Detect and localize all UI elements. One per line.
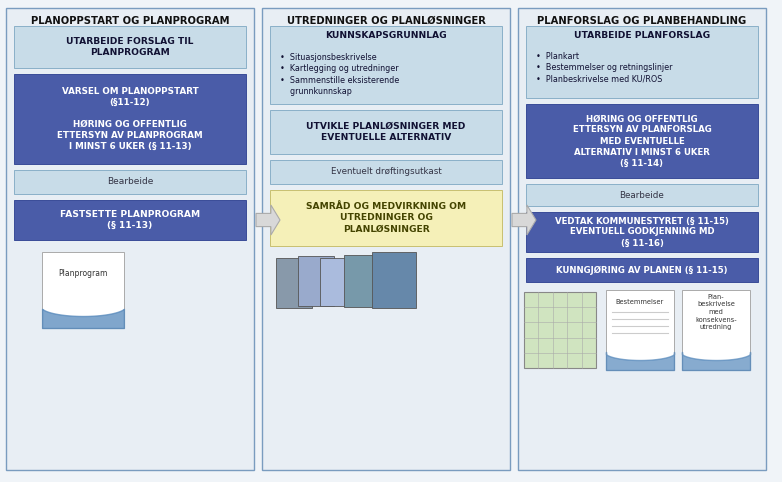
FancyBboxPatch shape	[344, 255, 382, 307]
Text: •  Situasjonsbeskrivelse
•  Kartlegging og utredninger
•  Sammenstille eksistere: • Situasjonsbeskrivelse • Kartlegging og…	[280, 53, 400, 96]
Text: Planprogram: Planprogram	[59, 269, 108, 279]
FancyBboxPatch shape	[298, 256, 334, 306]
Text: UTVIKLE PLANLØSNINGER MED
EVENTUELLE ALTERNATIV: UTVIKLE PLANLØSNINGER MED EVENTUELLE ALT…	[307, 122, 466, 142]
FancyBboxPatch shape	[262, 8, 510, 470]
Text: VARSEL OM PLANOPPSTART
(§11-12)

HØRING OG OFFENTLIG
ETTERSYN AV PLANPROGRAM
I M: VARSEL OM PLANOPPSTART (§11-12) HØRING O…	[57, 87, 203, 151]
FancyBboxPatch shape	[682, 290, 750, 370]
FancyBboxPatch shape	[270, 160, 502, 184]
FancyBboxPatch shape	[270, 110, 502, 154]
Text: UTARBEIDE FORSLAG TIL
PLANPROGRAM: UTARBEIDE FORSLAG TIL PLANPROGRAM	[66, 37, 194, 57]
FancyBboxPatch shape	[14, 26, 246, 68]
Polygon shape	[256, 205, 280, 235]
FancyBboxPatch shape	[276, 258, 312, 308]
Text: VEDTAK KOMMUNESTYRET (§ 11-15)
EVENTUELL GODKJENNING MD
(§ 11-16): VEDTAK KOMMUNESTYRET (§ 11-15) EVENTUELL…	[555, 216, 729, 248]
FancyBboxPatch shape	[270, 26, 502, 104]
Text: UTARBEIDE PLANFORSLAG: UTARBEIDE PLANFORSLAG	[574, 31, 710, 40]
Text: UTREDNINGER OG PLANLØSNINGER: UTREDNINGER OG PLANLØSNINGER	[286, 16, 486, 26]
FancyBboxPatch shape	[6, 8, 254, 470]
FancyBboxPatch shape	[14, 170, 246, 194]
Text: Bearbeide: Bearbeide	[619, 190, 665, 200]
FancyBboxPatch shape	[526, 212, 758, 252]
Text: Eventuelt drøftingsutkast: Eventuelt drøftingsutkast	[331, 168, 441, 176]
Text: SAMRÅD OG MEDVIRKNING OM
UTREDNINGER OG
PLANLØSNINGER: SAMRÅD OG MEDVIRKNING OM UTREDNINGER OG …	[306, 202, 466, 234]
Text: Plan-
beskrivelse
med
konsekvens-
utredning: Plan- beskrivelse med konsekvens- utredn…	[695, 294, 737, 330]
Polygon shape	[512, 205, 536, 235]
Text: •  Plankart
•  Bestemmelser og retningslinjer
•  Planbeskrivelse med KU/ROS: • Plankart • Bestemmelser og retningslin…	[536, 52, 673, 84]
FancyBboxPatch shape	[372, 252, 416, 308]
FancyBboxPatch shape	[518, 8, 766, 470]
FancyBboxPatch shape	[526, 184, 758, 206]
FancyBboxPatch shape	[14, 200, 246, 240]
FancyBboxPatch shape	[14, 74, 246, 164]
FancyBboxPatch shape	[526, 26, 758, 98]
Text: KUNNGJØRING AV PLANEN (§ 11-15): KUNNGJØRING AV PLANEN (§ 11-15)	[556, 266, 728, 275]
FancyBboxPatch shape	[320, 258, 356, 306]
FancyBboxPatch shape	[526, 104, 758, 178]
Text: KUNNSKAPSGRUNNLAG: KUNNSKAPSGRUNNLAG	[325, 31, 447, 40]
FancyBboxPatch shape	[606, 290, 674, 370]
Text: PLANOPPSTART OG PLANPROGRAM: PLANOPPSTART OG PLANPROGRAM	[30, 16, 229, 26]
Text: Bestemmelser: Bestemmelser	[616, 299, 664, 305]
Text: Bearbeide: Bearbeide	[107, 177, 153, 187]
Text: FASTSETTE PLANPROGRAM
(§ 11-13): FASTSETTE PLANPROGRAM (§ 11-13)	[60, 210, 200, 230]
FancyBboxPatch shape	[526, 258, 758, 282]
FancyBboxPatch shape	[270, 190, 502, 246]
Text: HØRING OG OFFENTLIG
ETTERSYN AV PLANFORSLAG
MED EVENTUELLE
ALTERNATIV I MINST 6 : HØRING OG OFFENTLIG ETTERSYN AV PLANFORS…	[572, 114, 712, 168]
FancyBboxPatch shape	[42, 252, 124, 328]
FancyBboxPatch shape	[524, 292, 596, 368]
Text: PLANFORSLAG OG PLANBEHANDLING: PLANFORSLAG OG PLANBEHANDLING	[537, 16, 747, 26]
